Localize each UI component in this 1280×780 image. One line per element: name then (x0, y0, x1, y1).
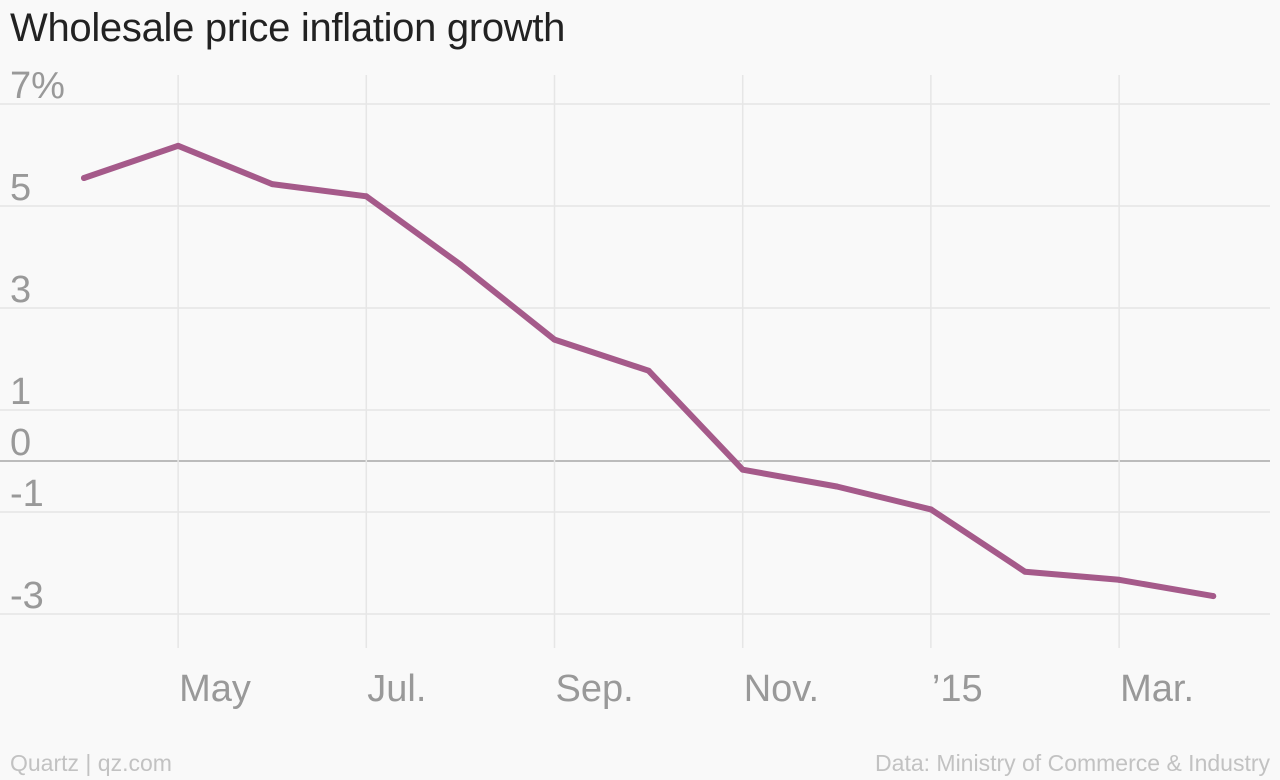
data-point (739, 466, 746, 473)
y-axis-ticks: 7% 5 3 1 0 -1 -3 (10, 65, 65, 617)
x-tick-label: Sep. (556, 668, 634, 710)
x-axis-ticks: May Jul. Sep. Nov. ’15 Mar. (179, 668, 1194, 710)
data-point (81, 174, 87, 181)
data-point (175, 142, 182, 149)
data-point (269, 181, 276, 188)
grid-lines (0, 75, 1270, 648)
data-point (645, 367, 652, 374)
y-tick-label: -3 (10, 575, 44, 617)
x-tick-label: Nov. (744, 668, 819, 710)
x-tick-label: Jul. (367, 668, 426, 710)
data-point (457, 261, 464, 268)
y-tick-label: 1 (10, 371, 31, 413)
x-tick-label: May (179, 668, 251, 710)
data-point (833, 483, 840, 490)
data-point (1116, 576, 1123, 583)
data-point (927, 506, 934, 513)
data-series (81, 142, 1217, 600)
data-point (1022, 568, 1028, 575)
x-tick-label: ’15 (932, 668, 983, 710)
data-point (363, 193, 370, 200)
y-tick-label: 5 (10, 167, 31, 209)
footer-source: Data: Ministry of Commerce & Industry (875, 750, 1270, 776)
data-point (551, 336, 558, 343)
footer-credit: Quartz | qz.com (10, 750, 172, 776)
data-point (1210, 593, 1217, 600)
chart-title: Wholesale price inflation growth (10, 6, 566, 50)
x-tick-label: Mar. (1120, 668, 1194, 710)
y-tick-label: 0 (10, 422, 31, 464)
y-tick-label: 3 (10, 269, 31, 311)
y-tick-label: -1 (10, 473, 44, 515)
y-tick-label: 7% (10, 65, 65, 107)
